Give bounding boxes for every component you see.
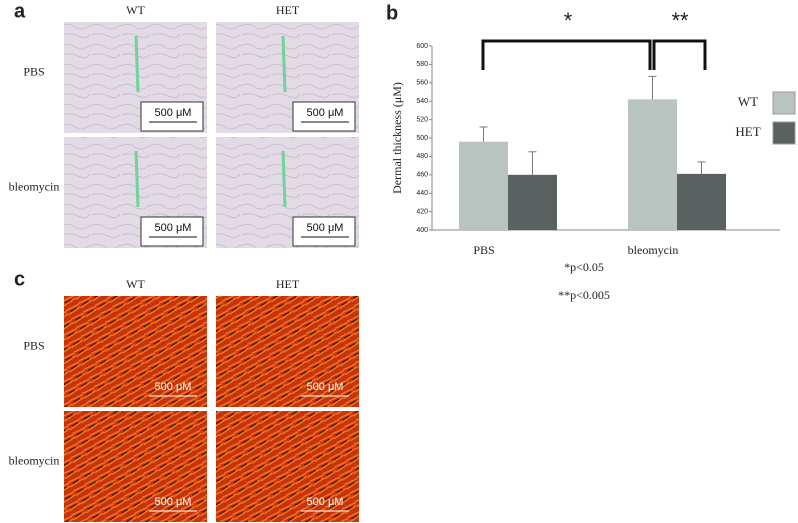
- measure-line: [134, 35, 140, 93]
- column-label: WT: [126, 277, 145, 291]
- panel-label: c: [14, 268, 25, 290]
- scale-box: [140, 216, 204, 247]
- measure-line: [281, 150, 287, 208]
- y-tick-label: 440: [416, 190, 428, 197]
- y-tick-label: 460: [416, 172, 428, 179]
- y-tick-label: 580: [416, 61, 428, 68]
- x-tick-label: PBS: [473, 243, 494, 257]
- scale-label: 500 μM: [307, 381, 344, 393]
- y-tick-label: 500: [416, 135, 428, 142]
- scale-box: [292, 216, 356, 247]
- y-tick-label: 540: [416, 98, 428, 105]
- legend-swatch: [772, 91, 796, 115]
- legend-swatch: [772, 121, 796, 145]
- bar: [677, 173, 726, 230]
- significance-bracket: [481, 39, 652, 70]
- y-tick-label: 560: [416, 80, 428, 87]
- annotation: *: [564, 8, 573, 33]
- annotation: **p<0.005: [558, 288, 610, 302]
- panel-a: a WT HET PBS 500 μM 500 μM bleomycin 500 μM 500 …: [9, 0, 359, 248]
- y-tick-label: 600: [416, 43, 428, 50]
- measure-line: [134, 150, 140, 208]
- column-label: WT: [126, 3, 145, 17]
- y-tick-label: 420: [416, 208, 428, 215]
- measure-line: [281, 35, 287, 93]
- scale-label: 500 μM: [307, 496, 344, 508]
- micrograph: [64, 411, 207, 522]
- panel-c: c WT HET PBS 500 μM 500 μM bleomycin 500 μM 500 …: [9, 268, 359, 522]
- bar: [459, 141, 508, 230]
- bar: [628, 99, 677, 230]
- bar: [508, 174, 557, 230]
- y-tick-label: 480: [416, 153, 428, 160]
- micrograph: [216, 296, 359, 407]
- legend-label: HET: [735, 124, 760, 139]
- row-label: PBS: [23, 64, 44, 78]
- column-label: HET: [276, 277, 300, 291]
- y-axis-label: Dermal thickness (μM): [390, 82, 404, 194]
- scale-label: 500 μM: [155, 496, 192, 508]
- micrograph: [64, 296, 207, 407]
- legend-label: WT: [738, 94, 758, 109]
- scale-label: 500 μM: [155, 222, 192, 234]
- annotation: **: [671, 8, 689, 33]
- panel-label: a: [14, 0, 26, 22]
- scale-label: 500 μM: [155, 381, 192, 393]
- scale-label: 500 μM: [307, 107, 344, 119]
- panel-b: b Dermal thickness (μM) 400 420 440 460 480 500…: [386, 2, 796, 302]
- column-label: HET: [276, 3, 300, 17]
- row-label: bleomycin: [9, 179, 60, 193]
- micrograph: [216, 411, 359, 522]
- panel-label: b: [386, 2, 398, 24]
- x-tick-label: bleomycin: [628, 243, 679, 257]
- row-label: bleomycin: [9, 453, 60, 467]
- y-tick-label: 400: [416, 227, 428, 234]
- row-label: PBS: [23, 338, 44, 352]
- scale-box: [292, 101, 356, 132]
- annotation: *p<0.05: [564, 260, 604, 274]
- scale-label: 500 μM: [307, 222, 344, 234]
- y-tick-label: 520: [416, 116, 428, 123]
- scale-label: 500 μM: [155, 107, 192, 119]
- scale-box: [140, 101, 204, 132]
- significance-bracket: [652, 39, 707, 70]
